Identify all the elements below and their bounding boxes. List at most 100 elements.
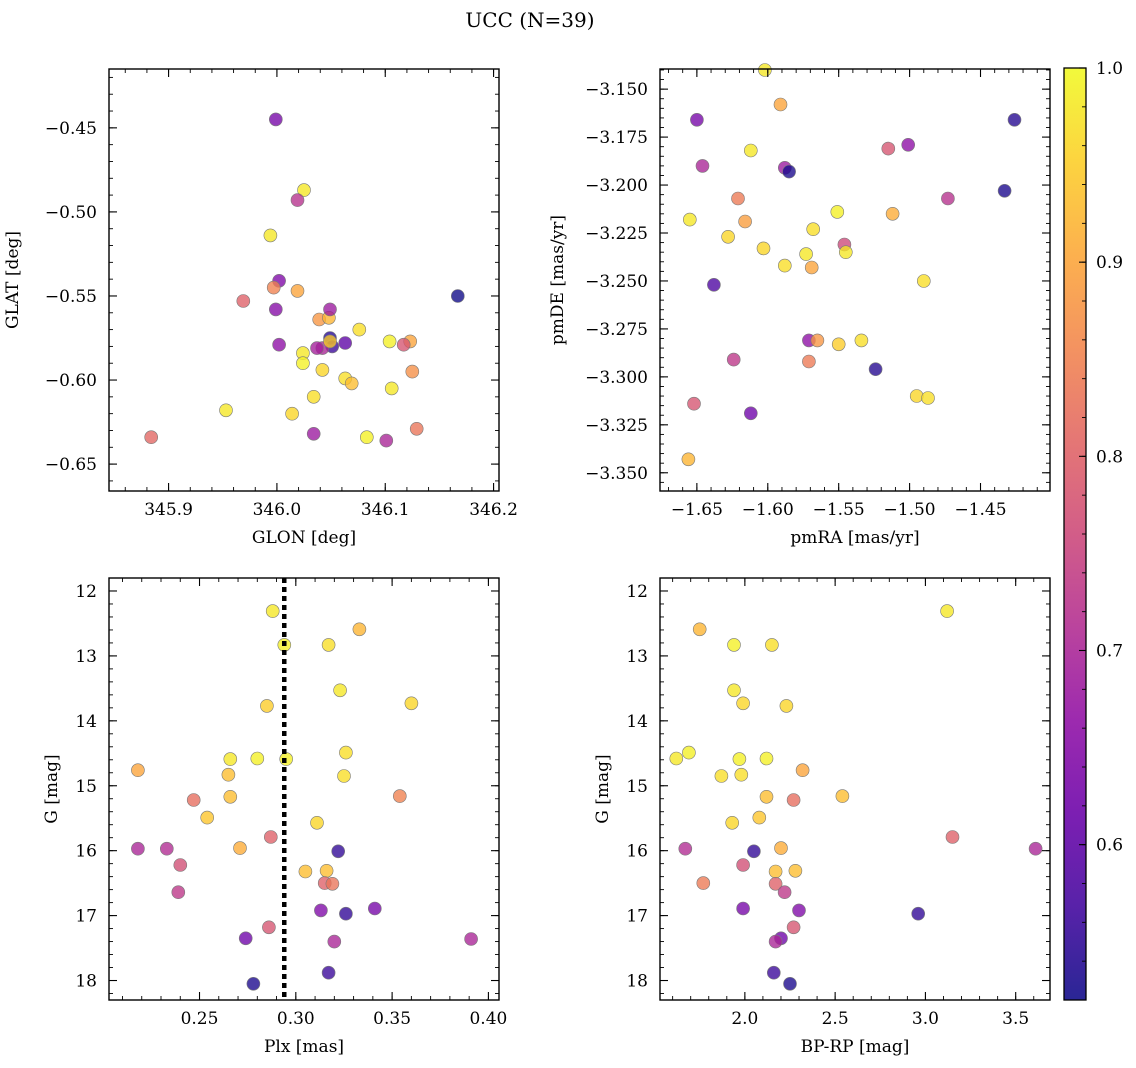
data-point <box>265 604 280 618</box>
y-tick-label: −3.175 <box>585 128 648 148</box>
data-point <box>319 863 334 878</box>
data-point <box>298 864 313 879</box>
data-point <box>830 205 845 219</box>
data-point <box>325 876 340 891</box>
y-tick-label: 15 <box>626 777 648 797</box>
markers <box>144 112 465 448</box>
y-tick-label: −0.60 <box>45 371 97 391</box>
x-tick-label: 2.5 <box>822 1009 849 1029</box>
data-point <box>337 769 351 783</box>
data-point <box>173 858 188 872</box>
colorbar: 0.6 0.7 0.8 0.9 1.0 <box>1063 59 1123 1001</box>
data-point <box>774 841 788 855</box>
panel-bprp-g: 2.0 2.5 3.0 3.5 12 13 14 15 16 17 18 BP-RP [mag] G [… <box>593 577 1051 1057</box>
y-tick-label: −3.200 <box>585 176 648 196</box>
data-point <box>725 815 740 830</box>
data-point <box>285 406 299 421</box>
data-point <box>759 789 774 804</box>
data-point <box>695 159 710 173</box>
x-tick-label: −1.65 <box>671 500 723 520</box>
data-point <box>323 302 337 317</box>
data-point <box>881 141 896 156</box>
data-point <box>131 763 145 778</box>
y-tick-label: 16 <box>75 842 97 862</box>
data-point <box>333 683 347 698</box>
data-point <box>788 863 803 878</box>
y-tick-label: 17 <box>626 907 648 927</box>
data-point <box>831 337 846 352</box>
y-tick-label: 13 <box>75 647 97 667</box>
data-point <box>682 212 697 227</box>
y-tick-label: −3.150 <box>585 80 648 100</box>
data-point <box>921 391 935 405</box>
y-tick-label: 17 <box>75 907 97 927</box>
y-tick-label: 12 <box>75 582 97 602</box>
data-point <box>795 763 810 778</box>
y-axis-label: G [mag] <box>593 754 613 823</box>
data-point <box>450 289 465 303</box>
data-point <box>690 113 704 127</box>
data-point <box>940 604 954 618</box>
data-point <box>321 638 336 652</box>
data-point <box>916 274 931 288</box>
data-point <box>799 247 813 261</box>
x-tick-label: 0.40 <box>469 1009 507 1029</box>
markers <box>131 604 478 991</box>
data-point <box>464 932 478 946</box>
data-point <box>734 767 749 782</box>
data-point <box>260 699 274 713</box>
data-point <box>144 430 158 445</box>
data-point <box>321 965 336 980</box>
data-point <box>268 112 283 127</box>
data-point <box>219 403 233 418</box>
data-point <box>726 352 741 367</box>
y-tick-label: −3.275 <box>585 320 648 340</box>
data-point <box>200 810 214 825</box>
x-tick-label: 2.0 <box>731 1009 758 1029</box>
data-point <box>238 931 253 946</box>
x-tick-label: 3.0 <box>912 1009 939 1029</box>
plot-frame <box>659 577 1051 1001</box>
plot-frame <box>659 68 1051 492</box>
x-tick-label: 346.0 <box>253 500 302 520</box>
data-point <box>131 841 145 856</box>
colorbar-gradient <box>1064 68 1086 1000</box>
panel-pm: −1.65 −1.60 −1.55 −1.50 −1.45 −3.150 −3.175 −3.… <box>548 63 1051 548</box>
x-tick-label: 346.2 <box>469 500 518 520</box>
data-point <box>359 430 374 445</box>
data-point <box>911 906 926 921</box>
data-point <box>367 901 382 916</box>
data-point <box>901 138 916 152</box>
data-point <box>997 184 1012 198</box>
y-tick-label: 15 <box>75 777 97 797</box>
data-point <box>765 638 779 652</box>
x-tick-label: −1.55 <box>813 500 865 520</box>
data-point <box>669 751 684 766</box>
data-point <box>696 876 711 890</box>
data-point <box>736 901 750 916</box>
data-point <box>263 228 278 243</box>
data-point <box>681 452 696 467</box>
data-point <box>310 341 324 355</box>
data-point <box>736 696 750 711</box>
y-axis-label: G [mag] <box>42 754 62 823</box>
data-point <box>792 903 806 918</box>
x-axis-label: Plx [mas] <box>264 1037 344 1057</box>
panel-glon-glat: 345.9 346.0 346.1 346.2 −0.45 −0.50 −0.55 −0.60… <box>3 68 518 548</box>
data-point <box>714 769 729 783</box>
colorbar-tick-label: 0.9 <box>1096 253 1123 273</box>
y-tick-label: −0.65 <box>45 455 97 475</box>
colorbar-tick-label: 0.7 <box>1096 642 1123 662</box>
panel-plx-g: 0.25 0.30 0.35 0.40 12 13 14 15 16 17 18 Plx [mas] G… <box>42 577 507 1057</box>
data-point <box>297 183 311 197</box>
data-point <box>687 396 701 411</box>
data-point <box>352 322 367 337</box>
data-point <box>314 903 328 918</box>
data-point <box>233 841 247 855</box>
data-point <box>885 207 900 221</box>
data-point <box>721 230 735 244</box>
data-point <box>339 906 353 921</box>
y-tick-label: −0.50 <box>45 203 97 223</box>
data-point <box>743 406 758 421</box>
